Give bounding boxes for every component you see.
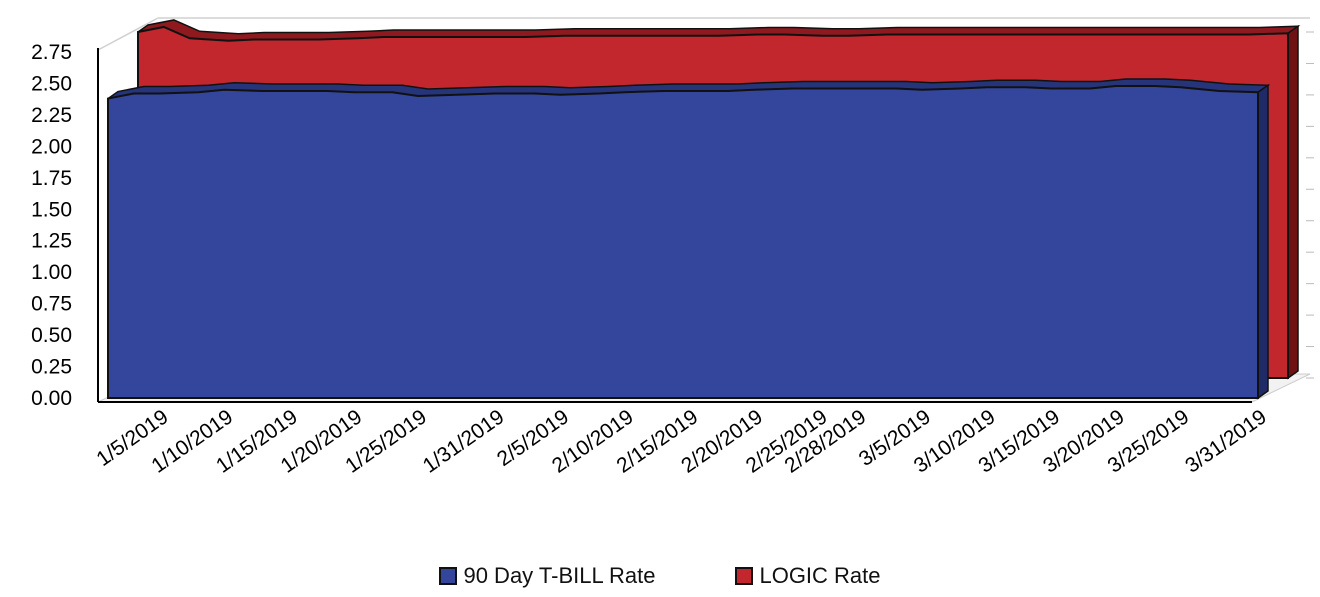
series-side-face: [1287, 24, 1299, 380]
series-side-face: [1257, 83, 1269, 400]
legend-label-logic: LOGIC Rate: [759, 563, 881, 588]
x-tick-label: 3/31/2019: [1181, 405, 1271, 477]
y-tick-label: 1.25: [31, 230, 72, 253]
legend-item-tbill[interactable]: 90 Day T-BILL Rate: [439, 563, 655, 589]
y-tick-label: 2.25: [31, 104, 72, 127]
side-wall-top: [97, 17, 159, 51]
y-axis-ticks: 0.00 0.25 0.50 0.75 1.00 1.25 1.50 1.75 2.00 2.25…: [31, 41, 72, 410]
y-tick-label: 2.75: [31, 41, 72, 64]
legend-swatch-logic: [735, 567, 754, 585]
y-tick-label: 0.00: [31, 387, 72, 410]
chart-legend: 90 Day T-BILL Rate LOGIC Rate: [0, 563, 1320, 589]
y-tick-label: 1.50: [31, 198, 72, 221]
y-tick-label: 2.00: [31, 135, 72, 158]
legend-swatch-tbill: [439, 567, 458, 585]
y-tick-label: 1.00: [31, 261, 72, 284]
tbill-rate-series: [107, 78, 1271, 400]
x-tick-label: 1/31/2019: [419, 405, 509, 477]
y-tick-label: 2.50: [31, 72, 72, 95]
series-front-face: [107, 84, 1259, 399]
y-tick-label: 0.25: [31, 356, 72, 379]
x-axis-ticks: 1/5/20191/10/20191/15/20191/20/20191/25/…: [92, 405, 1270, 477]
legend-item-logic[interactable]: LOGIC Rate: [735, 563, 881, 589]
legend-label-tbill: 90 Day T-BILL Rate: [463, 563, 656, 588]
y-tick-label: 1.75: [31, 167, 72, 190]
chart-plot: 0.00 0.25 0.50 0.75 1.00 1.25 1.50 1.75 2.00 2.25…: [31, 17, 1314, 478]
y-tick-label: 0.50: [31, 324, 72, 347]
y-tick-label: 0.75: [31, 293, 72, 316]
